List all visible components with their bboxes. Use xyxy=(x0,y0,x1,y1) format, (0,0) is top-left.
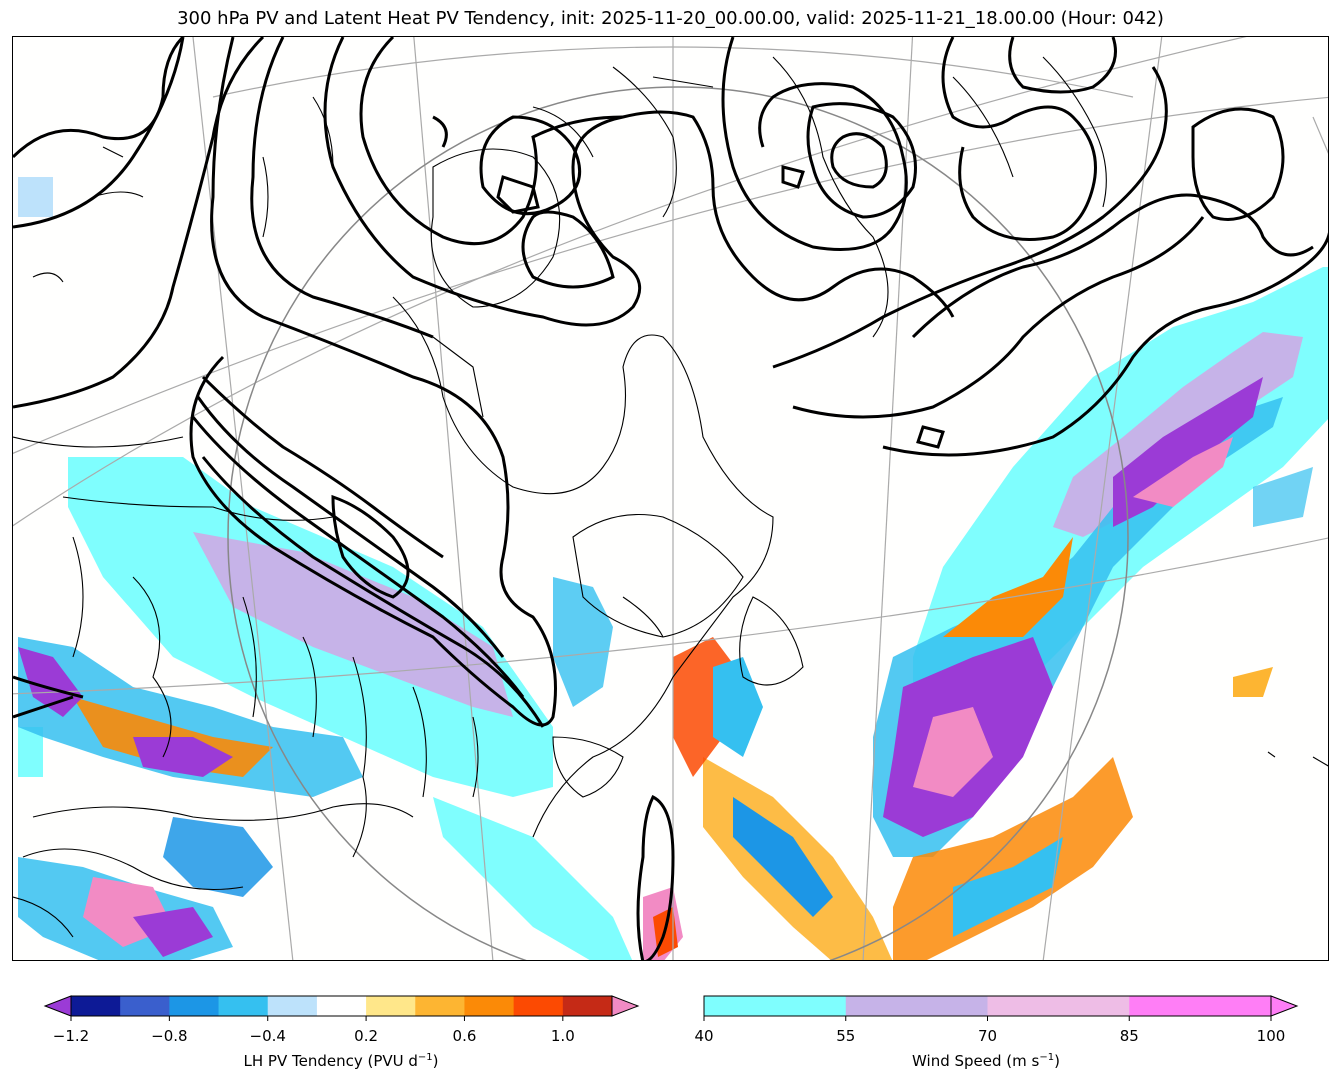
lh-colorbar-tick-label: 0.6 xyxy=(452,1027,477,1045)
lh-colorbar-over-triangle xyxy=(611,995,640,1017)
lh-colorbar-outline xyxy=(70,995,613,1017)
lh-colorbar-label: LH PV Tendency (PVU d xyxy=(243,1052,418,1070)
wind-colorbar-label: Wind Speed (m s xyxy=(912,1052,1040,1070)
wind-colorbar-tick-label: 70 xyxy=(977,1027,998,1045)
wind-colorbar-tick-label: 55 xyxy=(836,1027,856,1045)
lh-colorbar-under-triangle xyxy=(43,995,72,1017)
lh-colorbar-tick-label: 1.0 xyxy=(550,1027,575,1045)
lh-colorbar-segment xyxy=(513,996,564,1016)
wind-colorbar-label-sup: −1 xyxy=(1039,1052,1055,1063)
lh-pv-tendency-fill xyxy=(18,377,1313,960)
lh-colorbar-segment xyxy=(120,996,170,1016)
pv-contours xyxy=(13,37,1328,960)
wind-colorbar-over-triangle xyxy=(1270,995,1299,1017)
lh-colorbar-svg xyxy=(43,995,640,1021)
lh-colorbar-segment xyxy=(562,996,613,1016)
lh-colorbar-segment xyxy=(218,996,269,1016)
wind-colorbar-tick-label: 40 xyxy=(694,1027,714,1045)
map-canvas xyxy=(13,37,1328,960)
wind-colorbar-segment xyxy=(845,996,988,1016)
lh-colorbar-segment xyxy=(71,996,121,1016)
lh-colorbar-tick-label: −0.8 xyxy=(151,1027,188,1045)
lh-colorbar-label-sup: −1 xyxy=(417,1052,433,1063)
lh-colorbar-segment xyxy=(267,996,318,1016)
wind-colorbar-label-end: ) xyxy=(1054,1052,1060,1070)
lh-colorbar-segment xyxy=(316,996,367,1016)
lh-colorbar-segment xyxy=(415,996,465,1016)
wind-colorbar-segment xyxy=(1129,996,1272,1016)
lh-colorbar-tick-label: 0.2 xyxy=(354,1027,379,1045)
lh-colorbar-segment xyxy=(464,996,515,1016)
wind-colorbar-svg xyxy=(703,995,1299,1021)
lh-colorbar-label-end: ) xyxy=(432,1052,439,1070)
lh-colorbar-title: LH PV Tendency (PVU d−1) xyxy=(243,1052,438,1070)
map-panel[interactable] xyxy=(12,36,1329,961)
wind-colorbar-segment xyxy=(987,996,1130,1016)
lh-colorbar-tick-label: −0.4 xyxy=(249,1027,286,1045)
map-title: 300 hPa PV and Latent Heat PV Tendency, … xyxy=(177,8,1164,29)
polar-circle xyxy=(227,86,1129,960)
wind-colorbar-title: Wind Speed (m s−1) xyxy=(912,1052,1060,1070)
lh-colorbar-tick-label: −1.2 xyxy=(52,1027,90,1045)
wind-colorbar-segment xyxy=(704,996,847,1016)
wind-colorbar-tick-label: 100 xyxy=(1256,1027,1286,1045)
lh-colorbar-segment xyxy=(366,996,416,1016)
wind-colorbar xyxy=(703,995,1299,1021)
lh-colorbar-segment xyxy=(169,996,220,1016)
lh-colorbar xyxy=(43,995,640,1021)
wind-colorbar-tick-label: 85 xyxy=(1119,1027,1139,1045)
